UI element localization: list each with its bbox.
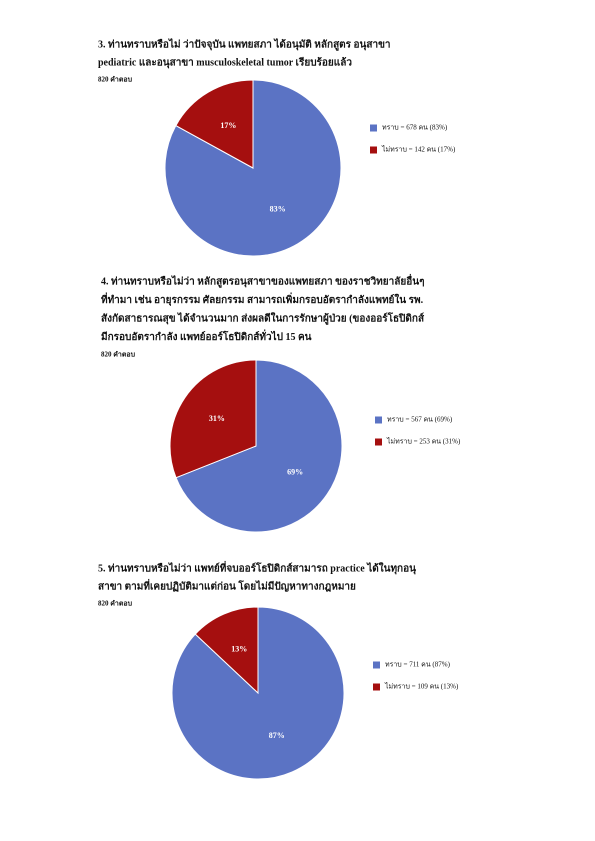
pie-slice [175, 359, 343, 533]
response-count: 820 คำตอบ [98, 600, 133, 608]
question-text: 5. ท่านทราบหรือไม่ว่า แพทย์ที่จบออร์โธปิ… [98, 560, 416, 574]
pie-slice [194, 606, 259, 695]
question-text: สาขา ตามที่เคยปฏิบัติมาแต่ก่อน โดยไม่มีป… [98, 578, 356, 592]
slice-label: 17% [220, 121, 236, 130]
slice-label: 87% [269, 731, 285, 740]
question-text: ที่ทำมา เช่น อายุรกรรม ศัลยกรรม สามารถเพ… [101, 292, 424, 306]
legend-label: ทราบ = 711 คน (87%) [385, 661, 451, 669]
legend-swatch [373, 661, 380, 669]
legend-label: ทราบ = 678 คน (83%) [382, 124, 448, 132]
legend-swatch [373, 683, 380, 691]
question-text: 4. ท่านทราบหรือไม่ว่า หลักสูตรอนุสาขาของ… [101, 273, 424, 288]
legend-swatch [375, 438, 382, 446]
pie-slice [175, 79, 254, 169]
legend-swatch [370, 146, 377, 154]
legend-label: ไม่ทราบ = 253 คน (31%) [386, 437, 461, 446]
legend-swatch [375, 416, 382, 424]
slice-label: 31% [209, 414, 225, 423]
legend-label: ไม่ทราบ = 142 คน (17%) [381, 145, 456, 154]
question-text: สังกัดสาธารณสุข ได้จำนวนมาก ส่งผลดีในการ… [101, 311, 425, 325]
slice-label: 83% [270, 204, 286, 213]
response-count: 820 คำตอบ [98, 76, 133, 84]
question-text: pediatric และอนุสาขา musculoskeletal tum… [98, 56, 352, 68]
slice-label: 13% [231, 644, 247, 653]
legend-label: ไม่ทราบ = 109 คน (13%) [384, 682, 459, 691]
pie-slice [169, 359, 257, 479]
question-text: 3. ท่านทราบหรือไม่ ว่าปัจจุบัน แพทยสภา ไ… [98, 37, 391, 51]
response-count: 820 คำตอบ [101, 351, 136, 359]
question-text: มีกรอบอัตรากำลัง แพทย์ออร์โธปิดิกส์ทั่วไ… [101, 329, 312, 343]
slice-label: 69% [287, 467, 303, 476]
legend-label: ทราบ = 567 คน (69%) [387, 416, 453, 424]
legend-swatch [370, 124, 377, 132]
